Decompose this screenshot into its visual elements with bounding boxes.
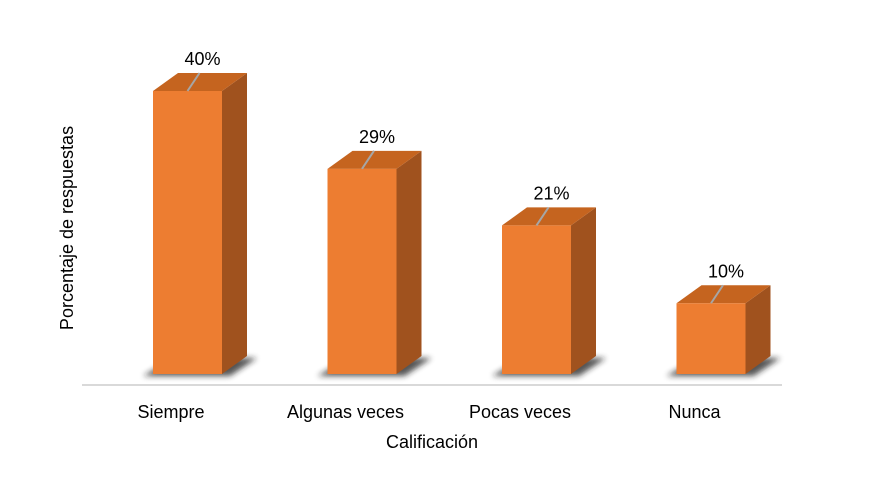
bar-nunca (676, 285, 771, 374)
bars (153, 73, 771, 374)
x-tick-label-pocas-veces: Pocas veces (469, 402, 571, 422)
bar-side-face (745, 285, 771, 374)
data-label-leader-line (710, 284, 724, 304)
x-tick-label-algunas-veces: Algunas veces (287, 402, 404, 422)
bar-side-face (571, 207, 596, 374)
data-label-nunca: 10% (708, 261, 744, 281)
bar-top-face (153, 73, 247, 91)
bar-front-face (676, 303, 746, 374)
data-labels: 40% 29% 21% 10% (184, 49, 744, 304)
bar-algunas-veces (327, 150, 422, 374)
bar-side-face (222, 73, 247, 374)
x-tick-labels: Siempre Algunas veces Pocas veces Nunca (137, 402, 721, 422)
bar-siempre (153, 73, 247, 374)
data-label-pocas-veces: 21% (533, 183, 569, 203)
bar-top-face (502, 207, 596, 226)
x-tick-label-siempre: Siempre (137, 402, 204, 422)
data-label-leader-line (361, 150, 375, 170)
bar-front-face (327, 168, 397, 374)
bar-front-face (153, 91, 222, 374)
bar-side-face (396, 150, 422, 374)
bar-front-face (502, 225, 571, 374)
bar-top-face (327, 150, 422, 169)
y-axis-title: Porcentaje de respuestas (57, 126, 77, 330)
data-label-siempre: 40% (184, 49, 220, 69)
data-label-leader-line (535, 206, 550, 226)
data-label-leader-line (186, 72, 201, 92)
bar-top-face (676, 285, 771, 304)
bar-pocas-veces (502, 207, 596, 374)
x-axis-title: Calificación (386, 432, 478, 452)
x-tick-label-nunca: Nunca (668, 402, 721, 422)
data-label-algunas-veces: 29% (359, 127, 395, 147)
